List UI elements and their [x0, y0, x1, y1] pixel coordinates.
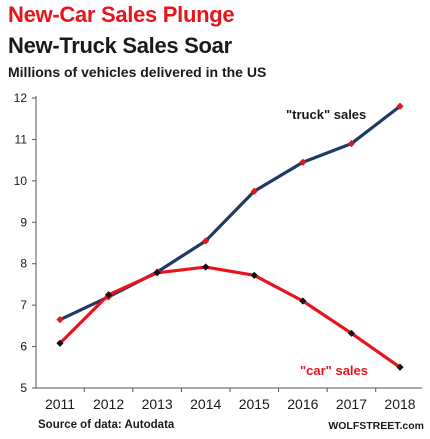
x-tick-label: 2017 [336, 396, 367, 412]
car-point [56, 339, 64, 347]
car-point [347, 329, 356, 337]
car-point [396, 363, 404, 371]
x-tick-label: 2016 [287, 396, 318, 412]
car-point [153, 269, 161, 277]
series-labels: "truck" sales "car" sales [286, 107, 368, 378]
source-note: Source of data: Autodata [38, 419, 175, 431]
truck-point [250, 187, 258, 195]
car-point [250, 271, 258, 279]
y-tick-label: 6 [20, 340, 27, 354]
y-tick-label: 5 [20, 381, 27, 395]
car-series-label: "car" sales [300, 363, 368, 378]
truck-series [56, 102, 404, 324]
truck-point [396, 102, 404, 110]
chart-subtitle: New-Truck Sales Soar [8, 33, 232, 58]
x-tick-label: 2012 [93, 396, 124, 412]
x-tick-label: 2013 [142, 396, 173, 412]
truck-point [202, 237, 210, 245]
truck-series-label: "truck" sales [286, 107, 366, 122]
car-point [202, 263, 210, 271]
truck-point [299, 158, 307, 166]
chart-title: New-Car Sales Plunge [8, 2, 235, 27]
x-tick-label: 2011 [45, 396, 75, 412]
x-tick-label: 2018 [384, 396, 415, 412]
y-tick-label: 12 [14, 91, 28, 105]
y-tick-label: 7 [20, 298, 27, 312]
y-tick-label: 11 [15, 132, 28, 146]
truck-line [58, 104, 402, 322]
chart-axes: 5 6 7 8 9 10 11 12 2011 2012 2013 2014 2015 2016 2017 2… [14, 91, 422, 412]
car-point [299, 297, 307, 305]
y-tick-label: 8 [20, 257, 27, 271]
truck-point [56, 316, 64, 324]
truck-point [347, 139, 356, 148]
x-tick-label: 2015 [239, 396, 270, 412]
x-tick-label: 2014 [190, 396, 221, 412]
y-tick-label: 9 [20, 215, 27, 229]
car-point [104, 291, 113, 299]
site-credit: WOLFSTREET.com [328, 420, 424, 432]
car-line [58, 265, 402, 369]
y-tick-label: 10 [14, 174, 28, 188]
car-series [56, 263, 404, 371]
y-axis-label: Millions of vehicles delivered in the US [8, 64, 267, 80]
